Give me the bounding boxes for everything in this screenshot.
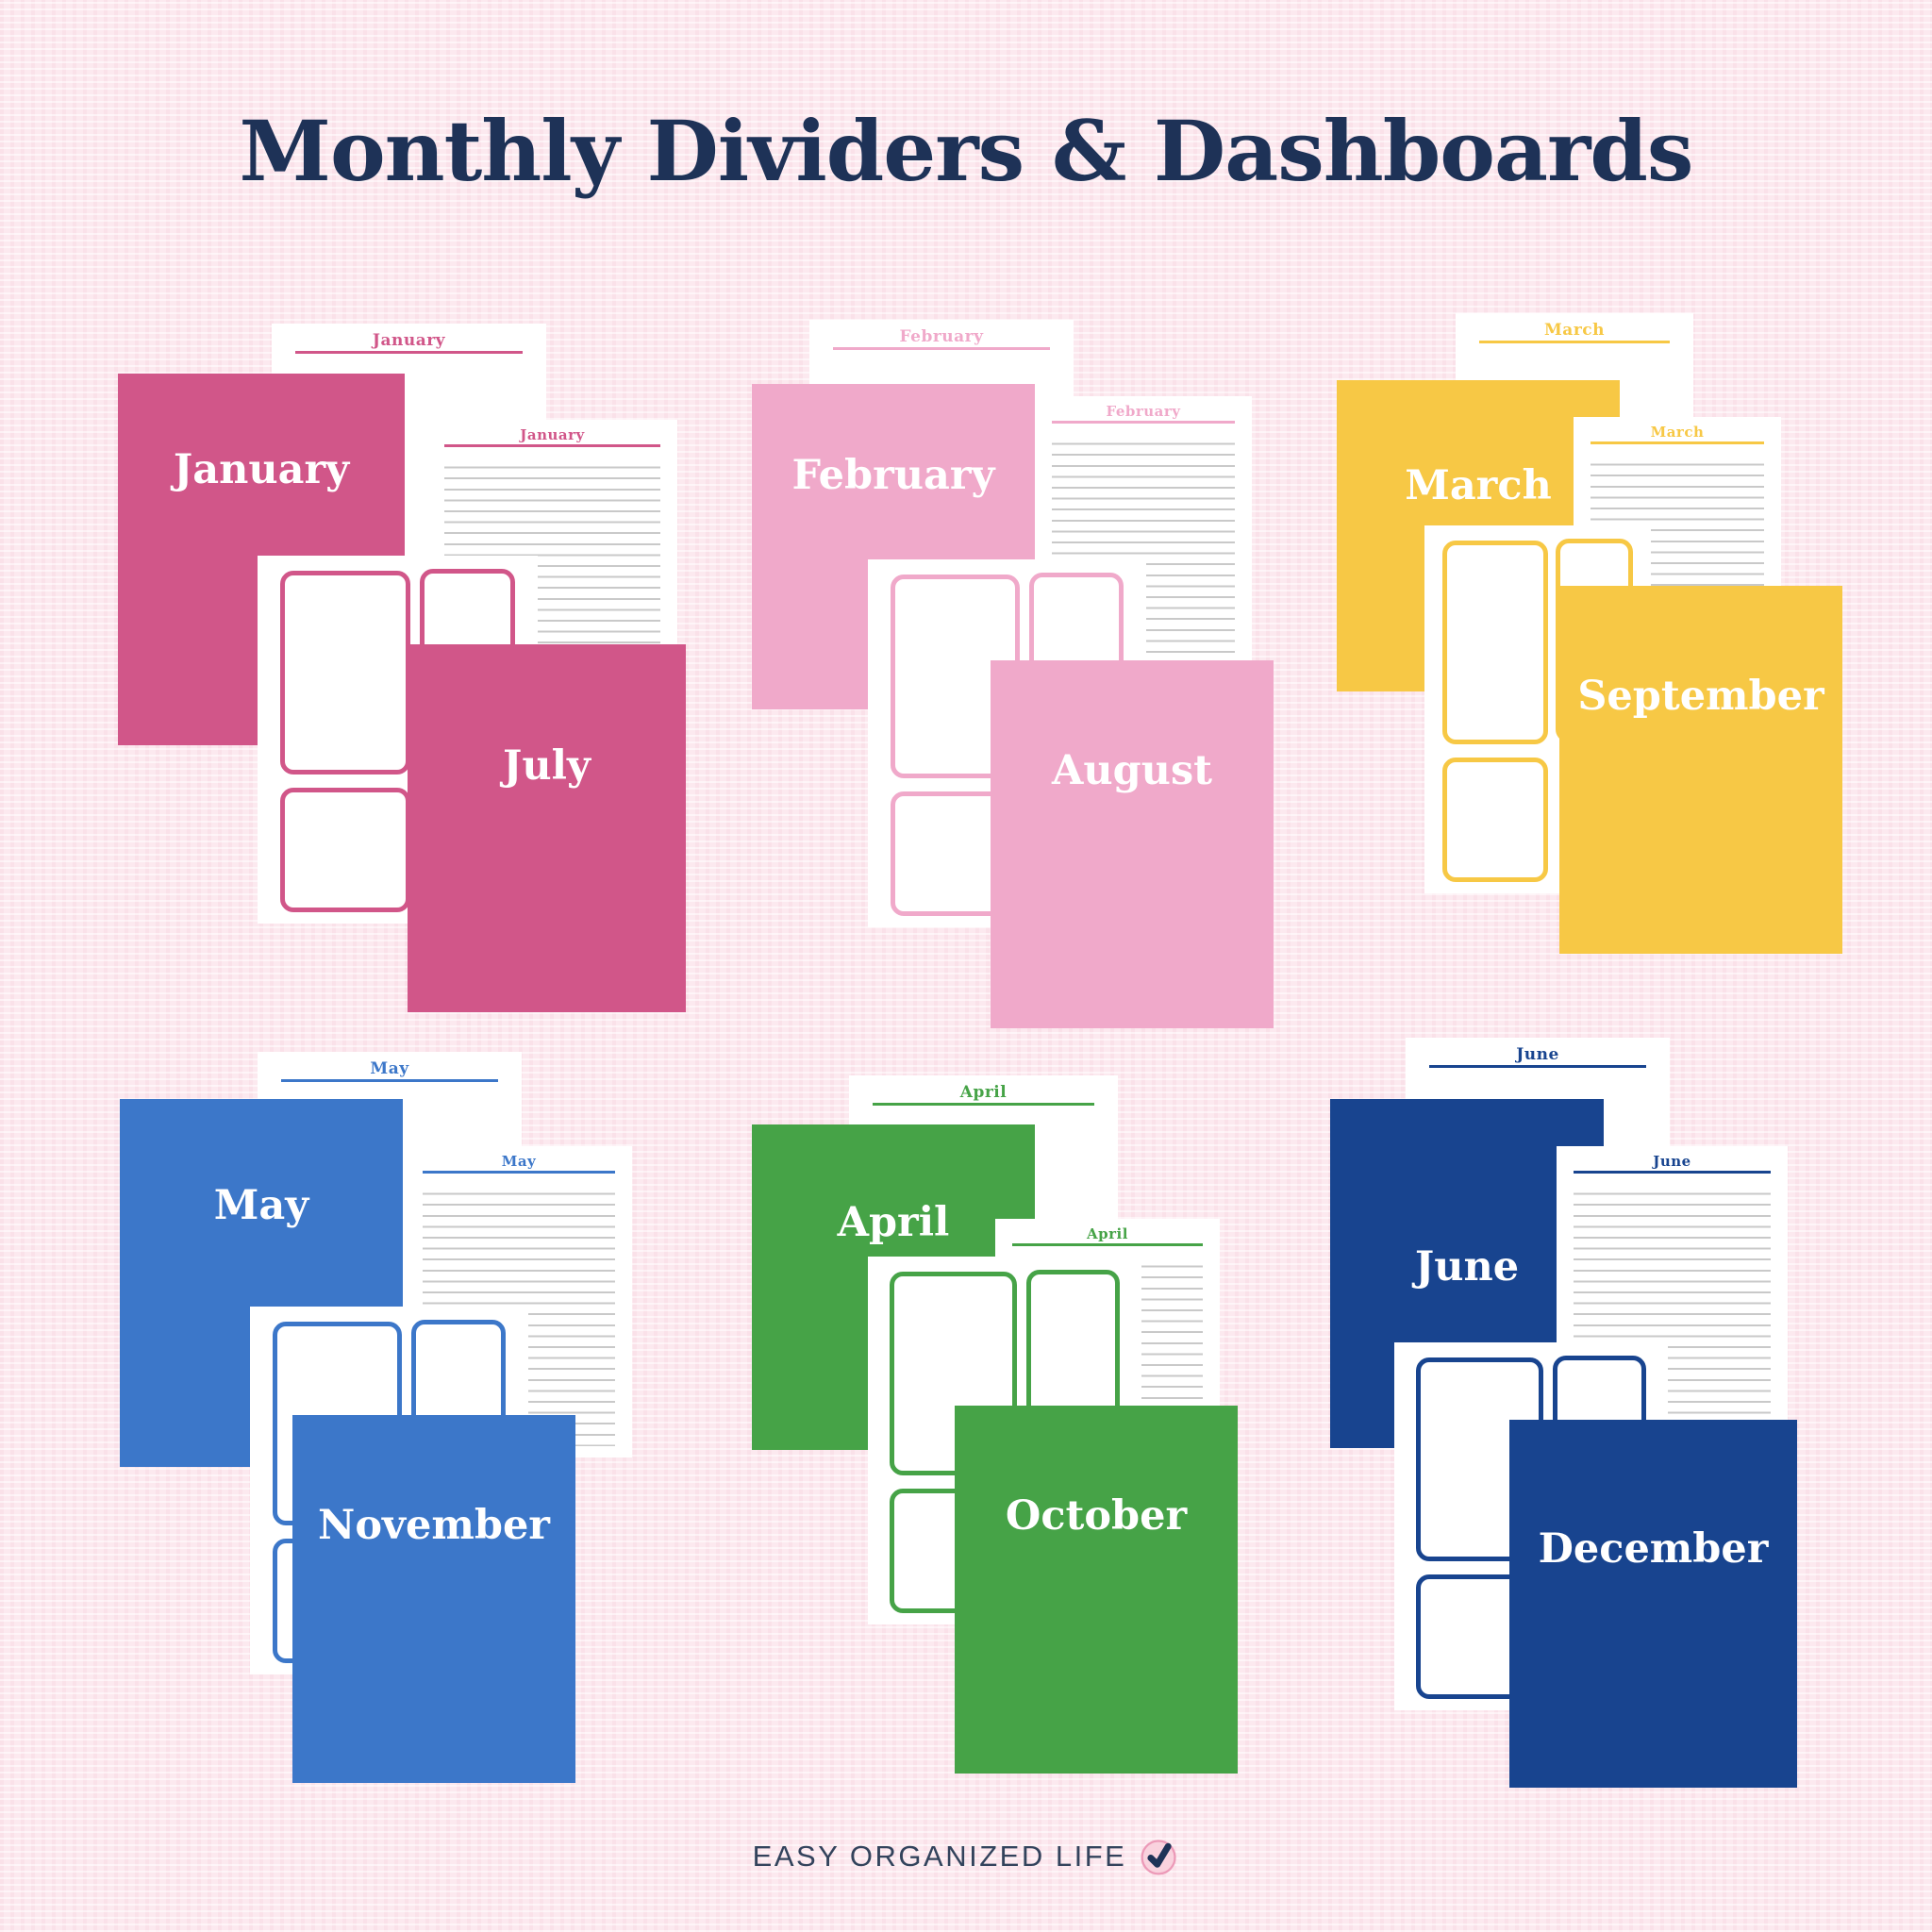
- month-label: November: [318, 1502, 550, 1549]
- month-heading: May: [501, 1153, 537, 1170]
- brand-name: EASY ORGANIZED LIFE: [752, 1840, 1127, 1873]
- month-label: July: [503, 741, 591, 790]
- month-heading: February: [1106, 403, 1181, 420]
- heading-rule: [1052, 421, 1235, 424]
- month-label: August: [1051, 747, 1213, 794]
- month-divider-card: July: [408, 644, 686, 1012]
- heading-rule: [1429, 1065, 1646, 1068]
- month-divider-card: November: [292, 1415, 575, 1783]
- heading-rule: [444, 444, 660, 447]
- month-label: June: [1414, 1242, 1520, 1291]
- heading-rule: [423, 1171, 615, 1174]
- month-label: December: [1538, 1524, 1769, 1573]
- heading-rule: [1591, 441, 1764, 444]
- month-label: September: [1577, 673, 1824, 720]
- month-label: April: [837, 1198, 950, 1246]
- month-heading: March: [1650, 424, 1705, 441]
- month-heading: June: [1653, 1153, 1691, 1170]
- heading-rule: [1479, 341, 1670, 343]
- brand-footer: EASY ORGANIZED LIFE: [0, 1828, 1932, 1885]
- month-divider-card: August: [991, 660, 1274, 1028]
- page-title: Monthly Dividers & Dashboards: [239, 102, 1694, 200]
- dashboard-box: [890, 1271, 1018, 1476]
- heading-rule: [873, 1103, 1094, 1106]
- month-heading: May: [370, 1059, 409, 1078]
- check-circle-icon: [1141, 1840, 1176, 1875]
- month-heading: January: [372, 331, 446, 350]
- month-label: October: [1005, 1492, 1188, 1540]
- month-divider-card: October: [955, 1406, 1238, 1774]
- month-heading: February: [899, 327, 984, 346]
- month-heading: April: [1087, 1225, 1128, 1242]
- heading-rule: [1574, 1171, 1771, 1174]
- month-label: May: [213, 1182, 309, 1230]
- month-heading: April: [959, 1083, 1008, 1102]
- dashboard-box: [1442, 540, 1548, 745]
- dashboard-box: [279, 787, 410, 913]
- dashboard-box: [279, 570, 410, 775]
- heading-rule: [281, 1079, 498, 1082]
- month-label: February: [791, 451, 995, 499]
- month-divider-card: December: [1509, 1420, 1797, 1788]
- month-heading: January: [520, 426, 585, 443]
- dashboard-box: [1442, 757, 1548, 883]
- month-heading: March: [1543, 321, 1605, 340]
- heading-rule: [1012, 1243, 1203, 1246]
- heading-rule: [295, 351, 523, 354]
- month-divider-card: September: [1559, 586, 1842, 954]
- month-label: March: [1405, 462, 1552, 510]
- month-label: January: [173, 446, 350, 494]
- month-heading: June: [1516, 1045, 1559, 1064]
- heading-rule: [833, 347, 1050, 350]
